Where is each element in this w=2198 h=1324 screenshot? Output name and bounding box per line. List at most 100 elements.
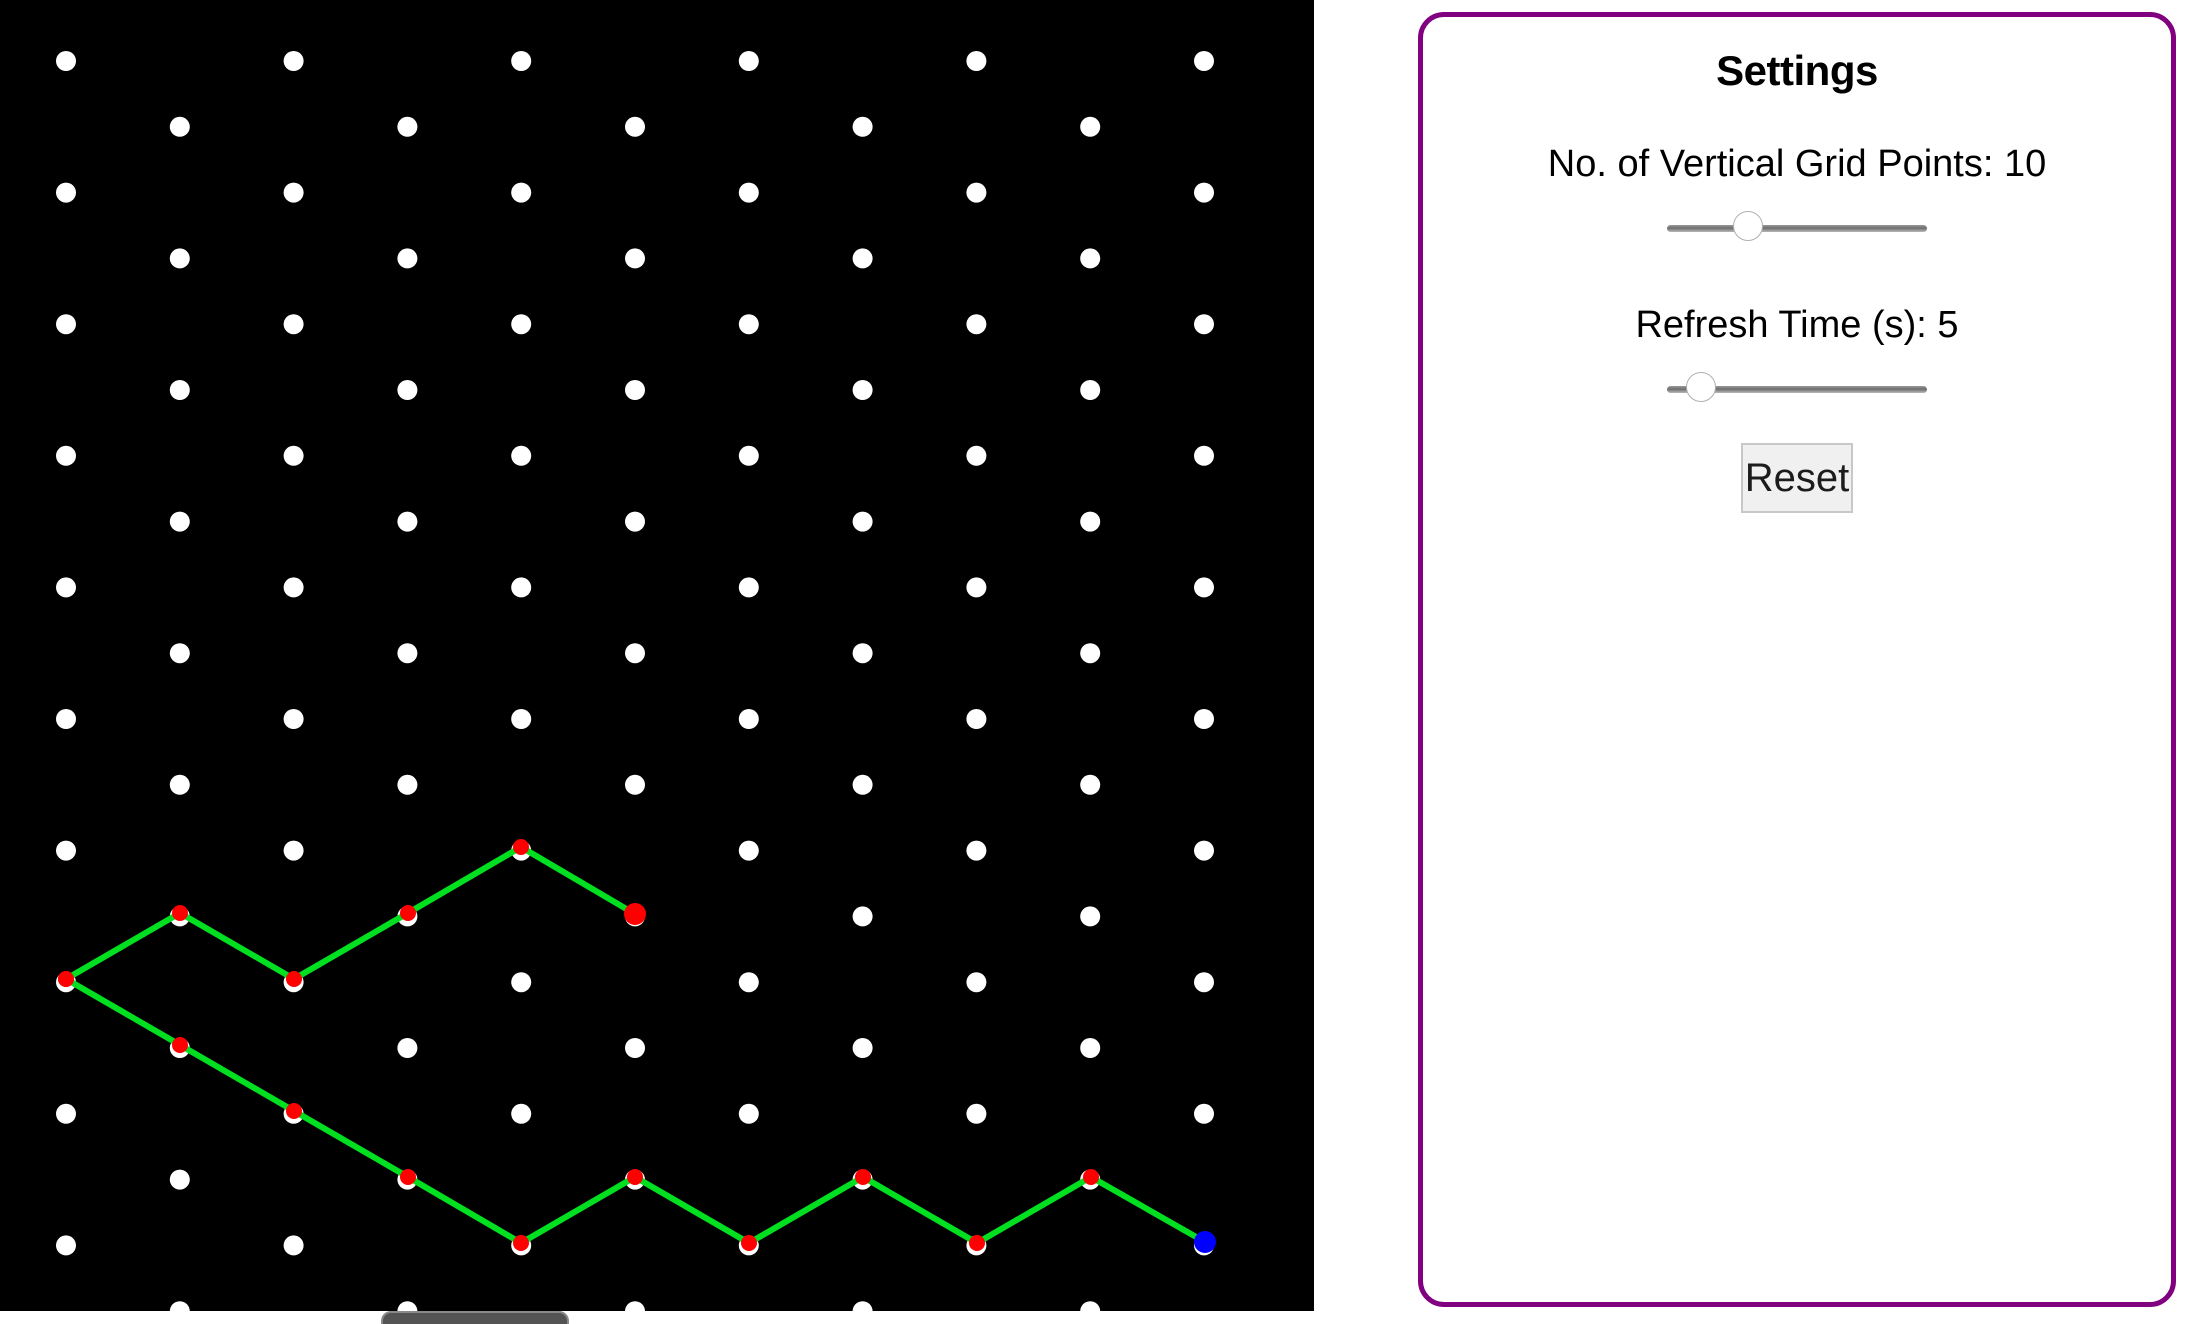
grid-dot[interactable]	[397, 643, 418, 664]
grid-dot[interactable]	[511, 1103, 532, 1124]
grid-dot[interactable]	[169, 643, 190, 664]
grid-dot[interactable]	[966, 709, 987, 729]
grid-dot[interactable]	[738, 51, 759, 71]
grid-dot[interactable]	[1194, 51, 1214, 71]
grid-dot[interactable]	[625, 643, 645, 664]
grid-dot[interactable]	[1080, 1038, 1101, 1058]
grid-dot[interactable]	[56, 577, 76, 598]
grid-dot[interactable]	[283, 51, 304, 71]
grid-dot[interactable]	[966, 445, 987, 466]
grid-dot[interactable]	[738, 709, 759, 729]
grid-dot[interactable]	[852, 1301, 873, 1311]
grid-dot[interactable]	[1080, 643, 1101, 664]
grid-dot[interactable]	[169, 248, 190, 269]
grid-dot[interactable]	[625, 248, 645, 269]
refresh-time-slider[interactable]	[1667, 372, 1927, 402]
grid-dot[interactable]	[1194, 709, 1214, 729]
grid-dot[interactable]	[283, 445, 304, 466]
grid-dot[interactable]	[1080, 116, 1101, 137]
grid-dot[interactable]	[169, 380, 190, 400]
grid-dot[interactable]	[283, 182, 304, 203]
grid-dot[interactable]	[1080, 380, 1101, 400]
grid-dot[interactable]	[283, 840, 304, 861]
grid-dot[interactable]	[738, 445, 759, 466]
slider-thumb[interactable]	[1685, 372, 1716, 402]
grid-dot[interactable]	[966, 51, 987, 71]
grid-dot[interactable]	[56, 840, 76, 861]
grid-dot[interactable]	[1194, 445, 1214, 466]
grid-dot[interactable]	[511, 709, 532, 729]
run-sim-button[interactable]: Run Sim	[381, 1311, 569, 1324]
grid-dot[interactable]	[1080, 511, 1101, 532]
grid-dot[interactable]	[966, 182, 987, 203]
grid-dot[interactable]	[397, 116, 418, 137]
grid-dot[interactable]	[56, 709, 76, 729]
simulation-canvas[interactable]	[0, 0, 1314, 1311]
grid-dot[interactable]	[966, 314, 987, 335]
grid-dot[interactable]	[397, 511, 418, 532]
grid-dot[interactable]	[625, 774, 645, 795]
grid-dot[interactable]	[738, 1103, 759, 1124]
slider-thumb[interactable]	[1732, 211, 1763, 241]
grid-dot[interactable]	[738, 182, 759, 203]
grid-dot[interactable]	[1194, 577, 1214, 598]
grid-dot[interactable]	[625, 511, 645, 532]
grid-dot[interactable]	[56, 51, 76, 71]
grid-dot[interactable]	[397, 1038, 418, 1058]
grid-dot[interactable]	[56, 1235, 76, 1256]
vertical-grid-points-slider[interactable]	[1667, 211, 1927, 241]
grid-dot[interactable]	[738, 577, 759, 598]
grid-dot[interactable]	[56, 314, 76, 335]
grid-dot[interactable]	[511, 577, 532, 598]
grid-dot[interactable]	[283, 709, 304, 729]
grid-dot[interactable]	[738, 314, 759, 335]
grid-dot[interactable]	[511, 51, 532, 71]
grid-dot[interactable]	[1194, 840, 1214, 861]
grid-dot[interactable]	[966, 577, 987, 598]
grid-dot[interactable]	[625, 1038, 645, 1058]
grid-dot[interactable]	[852, 511, 873, 532]
grid-dot[interactable]	[169, 774, 190, 795]
grid-dot[interactable]	[1080, 1301, 1101, 1311]
grid-dot[interactable]	[397, 248, 418, 269]
grid-dot[interactable]	[397, 774, 418, 795]
grid-dot[interactable]	[1194, 972, 1214, 993]
grid-dot[interactable]	[966, 840, 987, 861]
grid-dot[interactable]	[511, 972, 532, 993]
grid-dot[interactable]	[1194, 1103, 1214, 1124]
vertical-grid-points-slider-row[interactable]	[1447, 211, 2147, 256]
grid-dot[interactable]	[852, 248, 873, 269]
slider-track[interactable]	[1667, 225, 1927, 232]
grid-dot[interactable]	[1080, 248, 1101, 269]
grid-dot[interactable]	[852, 774, 873, 795]
grid-dot[interactable]	[169, 1301, 190, 1311]
grid-dot[interactable]	[852, 643, 873, 664]
grid-dot[interactable]	[852, 906, 873, 927]
grid-dot[interactable]	[56, 182, 76, 203]
grid-dot[interactable]	[625, 380, 645, 400]
grid-dot[interactable]	[625, 116, 645, 137]
grid-dot[interactable]	[852, 380, 873, 400]
grid-dot[interactable]	[511, 314, 532, 335]
grid-dot[interactable]	[966, 972, 987, 993]
grid-dot[interactable]	[397, 1301, 418, 1311]
refresh-time-slider-row[interactable]	[1447, 372, 2147, 417]
grid-dot[interactable]	[397, 380, 418, 400]
grid-dot[interactable]	[1194, 314, 1214, 335]
grid-dot[interactable]	[1194, 182, 1214, 203]
grid-dot[interactable]	[169, 1169, 190, 1190]
grid-dot[interactable]	[169, 116, 190, 137]
grid-dot[interactable]	[283, 1235, 304, 1256]
slider-track[interactable]	[1667, 386, 1927, 393]
grid-dot[interactable]	[283, 314, 304, 335]
grid-dot[interactable]	[56, 1103, 76, 1124]
grid-dot[interactable]	[511, 445, 532, 466]
grid-dot[interactable]	[625, 1301, 645, 1311]
grid-dot[interactable]	[169, 511, 190, 532]
grid-dot[interactable]	[852, 116, 873, 137]
grid-dot[interactable]	[56, 445, 76, 466]
grid-dot[interactable]	[852, 1038, 873, 1058]
grid-dot[interactable]	[738, 972, 759, 993]
grid-dot[interactable]	[511, 182, 532, 203]
grid-dot[interactable]	[1080, 906, 1101, 927]
